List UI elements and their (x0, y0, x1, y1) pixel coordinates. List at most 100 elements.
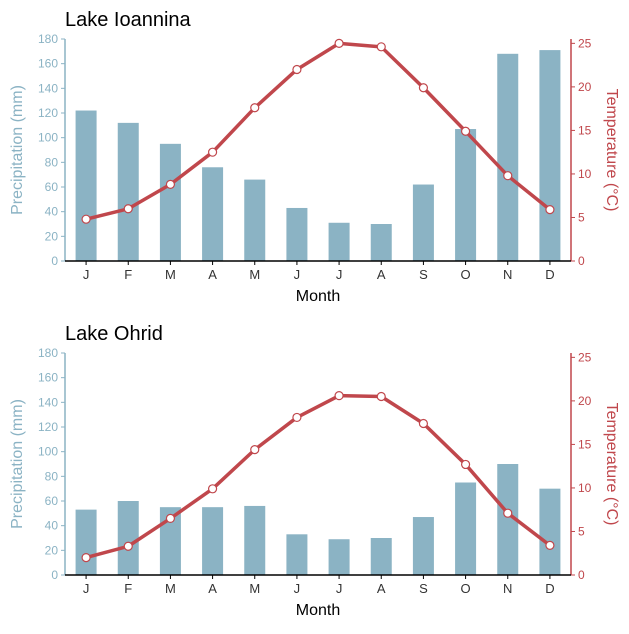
x-tick-label: N (503, 267, 512, 282)
x-tick-label: A (377, 267, 386, 282)
x-tick-label: S (419, 581, 428, 596)
x-tick-label: O (461, 267, 471, 282)
right-y-tick-label: 10 (578, 167, 592, 181)
left-y-tick-label: 20 (45, 543, 59, 557)
temperature-point (334, 38, 344, 48)
temperature-point (503, 171, 513, 181)
right-y-tick-label: 0 (578, 568, 585, 582)
left-y-tick-label: 60 (45, 494, 59, 508)
precipitation-bar (412, 184, 434, 261)
temperature-point (292, 412, 302, 423)
right-y-tick-label: 15 (578, 123, 592, 137)
temperature-point (123, 541, 133, 551)
x-tick-label: D (545, 267, 554, 282)
precipitation-bar (370, 224, 392, 261)
x-tick-label: J (83, 581, 90, 596)
precipitation-bar (370, 538, 392, 575)
precipitation-bar (286, 207, 308, 261)
temperature-point (545, 205, 555, 215)
precipitation-bar (328, 222, 350, 261)
right-y-tick-label: 25 (578, 36, 592, 50)
temperature-point (545, 540, 555, 551)
left-y-tick-label: 180 (38, 346, 58, 360)
precipitation-bar (75, 110, 97, 262)
x-tick-label: O (461, 581, 471, 596)
right-y-tick-label: 25 (578, 350, 592, 364)
x-tick-label: M (249, 581, 260, 596)
temperature-point (123, 204, 133, 214)
right-y-tick-label: 10 (578, 481, 592, 495)
x-tick-label: J (336, 267, 343, 282)
chart-title: Lake Ohrid (65, 323, 163, 345)
precipitation-bar (497, 464, 519, 575)
precipitation-bar (117, 501, 139, 575)
precipitation-bar (159, 507, 181, 575)
x-tick-label: M (165, 581, 176, 596)
left-y-tick-label: 140 (38, 395, 58, 409)
right-y-tick-label: 0 (578, 254, 585, 268)
chart-title: Lake Ioannina (65, 9, 192, 31)
precipitation-bar (412, 517, 434, 575)
temperature-point (334, 391, 344, 401)
temperature-point (460, 126, 471, 136)
temperature-point (503, 508, 513, 518)
x-tick-label: J (294, 267, 301, 282)
x-tick-label: F (124, 267, 132, 282)
left-y-tick-label: 180 (38, 32, 58, 46)
right-y-axis-label: Temperature (°C) (603, 403, 620, 526)
temperature-line (84, 41, 552, 221)
right-y-tick-label: 20 (578, 394, 592, 408)
precipitation-bar (202, 507, 224, 575)
temperature-point (376, 391, 386, 402)
temperature-point (81, 552, 91, 563)
left-y-tick-label: 20 (45, 229, 59, 243)
left-y-tick-label: 40 (45, 519, 59, 533)
right-y-tick-label: 5 (578, 524, 585, 538)
x-tick-label: J (336, 581, 343, 596)
precipitation-bar (202, 167, 224, 261)
left-y-tick-label: 160 (38, 57, 58, 71)
precipitation-bar (455, 482, 477, 575)
temperature-point (418, 418, 429, 429)
temperature-point (460, 459, 471, 470)
temperature-point (165, 179, 176, 189)
right-y-tick-label: 15 (578, 437, 592, 451)
precipitation-bar (244, 505, 266, 575)
precipitation-bar (497, 53, 519, 261)
x-tick-label: F (124, 581, 132, 596)
right-y-axis-label: Temperature (°C) (603, 89, 620, 212)
left-y-tick-label: 120 (38, 420, 58, 434)
x-tick-label: D (545, 581, 554, 596)
precipitation-bar (117, 122, 139, 261)
x-tick-label: M (249, 267, 260, 282)
x-tick-label: M (165, 267, 176, 282)
left-y-tick-label: 0 (51, 254, 58, 268)
x-tick-label: S (419, 267, 428, 282)
temperature-point (207, 147, 218, 157)
precipitation-bar (455, 129, 477, 261)
x-tick-label: A (377, 581, 386, 596)
right-y-tick-label: 5 (578, 210, 585, 224)
temperature-point (250, 103, 260, 113)
left-y-tick-label: 160 (38, 371, 58, 385)
left-y-tick-label: 100 (38, 445, 58, 459)
precipitation-bar (539, 50, 561, 261)
left-y-tick-label: 80 (45, 469, 59, 483)
x-tick-label: A (208, 267, 217, 282)
temperature-point (292, 64, 302, 75)
precipitation-bar (328, 539, 350, 575)
left-y-axis-label: Precipitation (mm) (9, 399, 26, 529)
temperature-line (84, 393, 552, 560)
temperature-point (418, 83, 429, 93)
temperature-point (250, 445, 260, 455)
temperature-point (165, 513, 176, 524)
temperature-point (376, 42, 386, 52)
right-y-tick-label: 20 (578, 80, 592, 94)
left-y-axis-label: Precipitation (mm) (9, 85, 26, 215)
temperature-point (207, 484, 218, 494)
x-tick-label: A (208, 581, 217, 596)
left-y-tick-label: 80 (45, 155, 59, 169)
x-tick-label: N (503, 581, 512, 596)
